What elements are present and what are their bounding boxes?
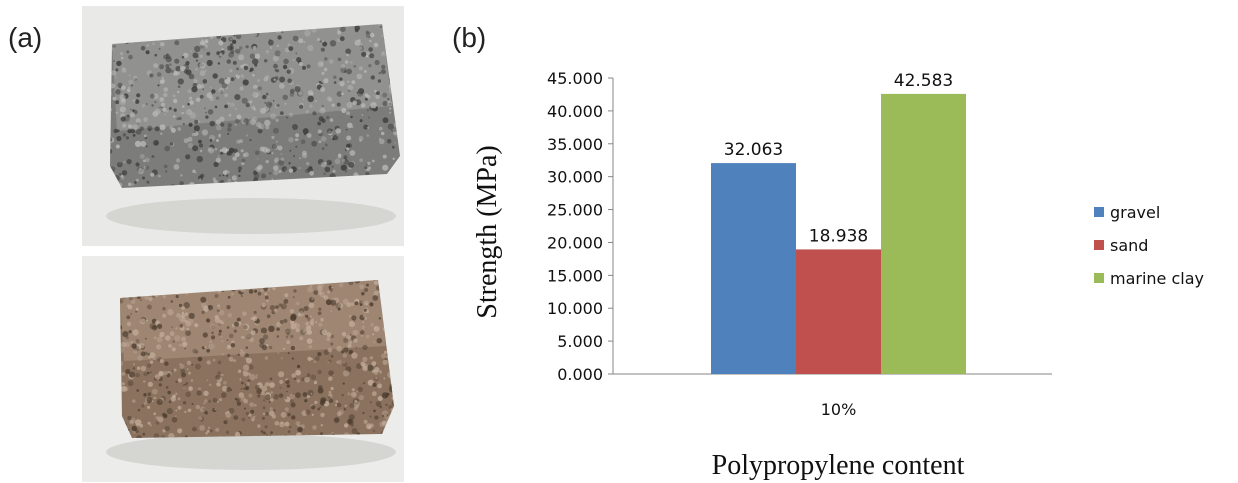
- bar-chart: Strength (MPa) Polypropylene content 0.0…: [472, 69, 1204, 481]
- x-axis-title: Polypropylene content: [712, 450, 965, 481]
- panel-label-b: (b): [452, 22, 487, 53]
- y-tick-label: 5.000: [557, 332, 603, 351]
- legend-swatch: [1094, 207, 1104, 217]
- y-tick-label: 10.000: [547, 299, 603, 318]
- gravel-brick-photo: [82, 6, 404, 246]
- legend-label: gravel: [1110, 203, 1160, 222]
- data-label: 18.938: [809, 226, 868, 246]
- panel-label-a: (a): [8, 22, 43, 53]
- y-tick-label: 25.000: [547, 201, 603, 220]
- legend-label: sand: [1110, 236, 1148, 255]
- bar-gravel: [711, 163, 796, 374]
- data-label: 42.583: [894, 71, 953, 91]
- legend-swatch: [1094, 240, 1104, 250]
- y-tick-label: 30.000: [547, 168, 603, 187]
- bar-marine-clay: [881, 93, 966, 374]
- marine-clay-brick-photo: [82, 256, 404, 482]
- legend: gravel sand marine clay: [1094, 203, 1204, 288]
- chart-plot-area: 0.000 5.000 10.000 15.000 20.000 25.000 30.000…: [547, 69, 1052, 419]
- legend-label: marine clay: [1110, 269, 1204, 288]
- y-tick-label: 45.000: [547, 69, 603, 88]
- y-tick-label: 15.000: [547, 266, 603, 285]
- y-tick-label: 0.000: [557, 365, 603, 384]
- data-label: 32.063: [724, 140, 783, 160]
- y-axis-title: Strength (MPa): [472, 145, 503, 318]
- y-tick-label: 20.000: [547, 233, 603, 252]
- legend-swatch: [1094, 273, 1104, 283]
- y-tick-label: 40.000: [547, 102, 603, 121]
- y-tick-label: 35.000: [547, 135, 603, 154]
- x-tick-label: 10%: [821, 400, 857, 419]
- bar-sand: [796, 249, 881, 374]
